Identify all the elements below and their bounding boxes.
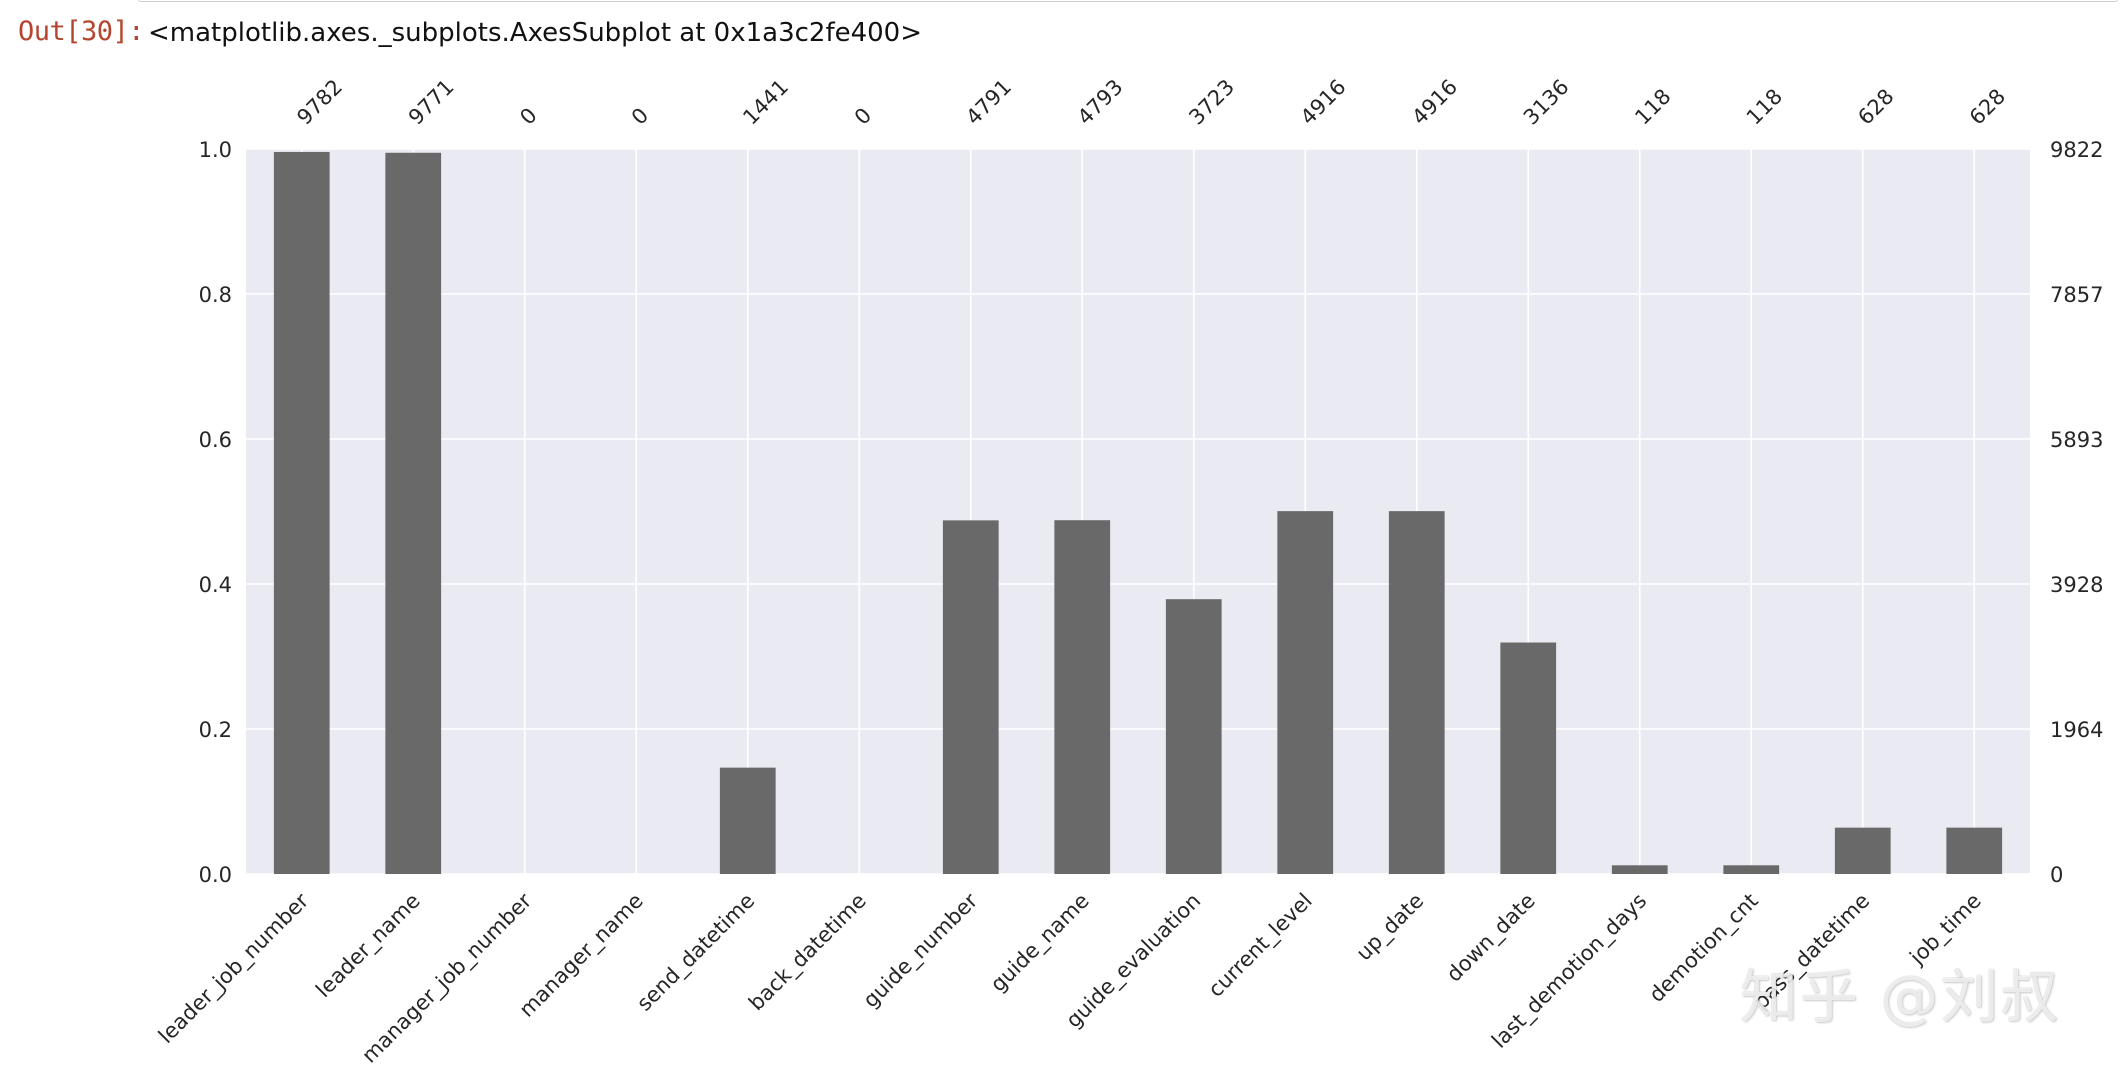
bar-count-label: 0 [515,103,541,129]
category-label: leader_name [311,889,425,1003]
y-tick-label-left: 0.8 [199,283,232,307]
category-label: job_time [1904,889,1986,971]
y-tick-label-left: 0.2 [199,718,232,742]
bar [1165,599,1222,874]
y-tick-label-left: 1.0 [199,138,232,162]
y-tick-label-right: 5893 [2050,428,2103,452]
y-tick-label-right: 9822 [2050,138,2103,162]
y-tick-label-left: 0.6 [199,428,232,452]
bar-count-label: 9782 [292,75,347,130]
bar-count-label: 3723 [1184,75,1239,130]
plot-area [246,149,2030,874]
bar-count-label: 118 [1742,84,1787,129]
y-tick-label-right: 7857 [2050,283,2103,307]
bar-count-label: 3136 [1519,75,1574,130]
bar-count-label: 4916 [1407,75,1462,130]
category-label: guide_number [858,888,983,1013]
y-tick-label-left: 0.4 [199,573,232,597]
bar-count-label: 0 [850,103,876,129]
output-repr-text: <matplotlib.axes._subplots.AxesSubplot a… [148,18,923,48]
bar [1054,520,1111,874]
bar [1946,827,2003,874]
bar [273,151,330,874]
bar-count-label: 628 [1853,84,1898,129]
y-tick-label-right: 3928 [2050,573,2103,597]
bar-count-label: 4791 [961,75,1016,130]
category-label: send_datetime [632,889,760,1017]
bar [1834,827,1891,874]
bar-count-label: 0 [627,103,653,129]
bar [719,767,776,874]
bar-count-label: 1441 [738,75,793,130]
bar-count-label: 4916 [1296,75,1351,130]
bar [1277,511,1334,874]
y-tick-label-right: 1964 [2050,718,2103,742]
output-prompt: Out[30]: [18,16,145,47]
category-label: back_datetime [744,889,871,1016]
bar-count-label: 9771 [404,75,459,130]
category-label: up_date [1352,889,1429,966]
bar [942,520,999,874]
category-label: current_level [1204,889,1318,1003]
bar-count-label: 4793 [1073,75,1128,130]
category-label: leader_job_number [154,888,314,1048]
bar [1388,511,1445,874]
bar [1723,865,1780,874]
category-label: pass_datetime [1749,889,1875,1015]
category-label: demotion_cnt [1644,889,1763,1008]
bar [385,152,442,874]
bar [1611,865,1668,874]
bar [1500,642,1557,874]
category-label: manager_name [515,889,649,1023]
y-tick-label-right: 0 [2050,863,2063,887]
category-label: guide_name [986,889,1095,998]
y-tick-label-left: 0.0 [199,863,232,887]
bar-count-label: 628 [1965,84,2010,129]
bar-count-label: 118 [1630,84,1675,129]
category-label: down_date [1442,889,1541,988]
